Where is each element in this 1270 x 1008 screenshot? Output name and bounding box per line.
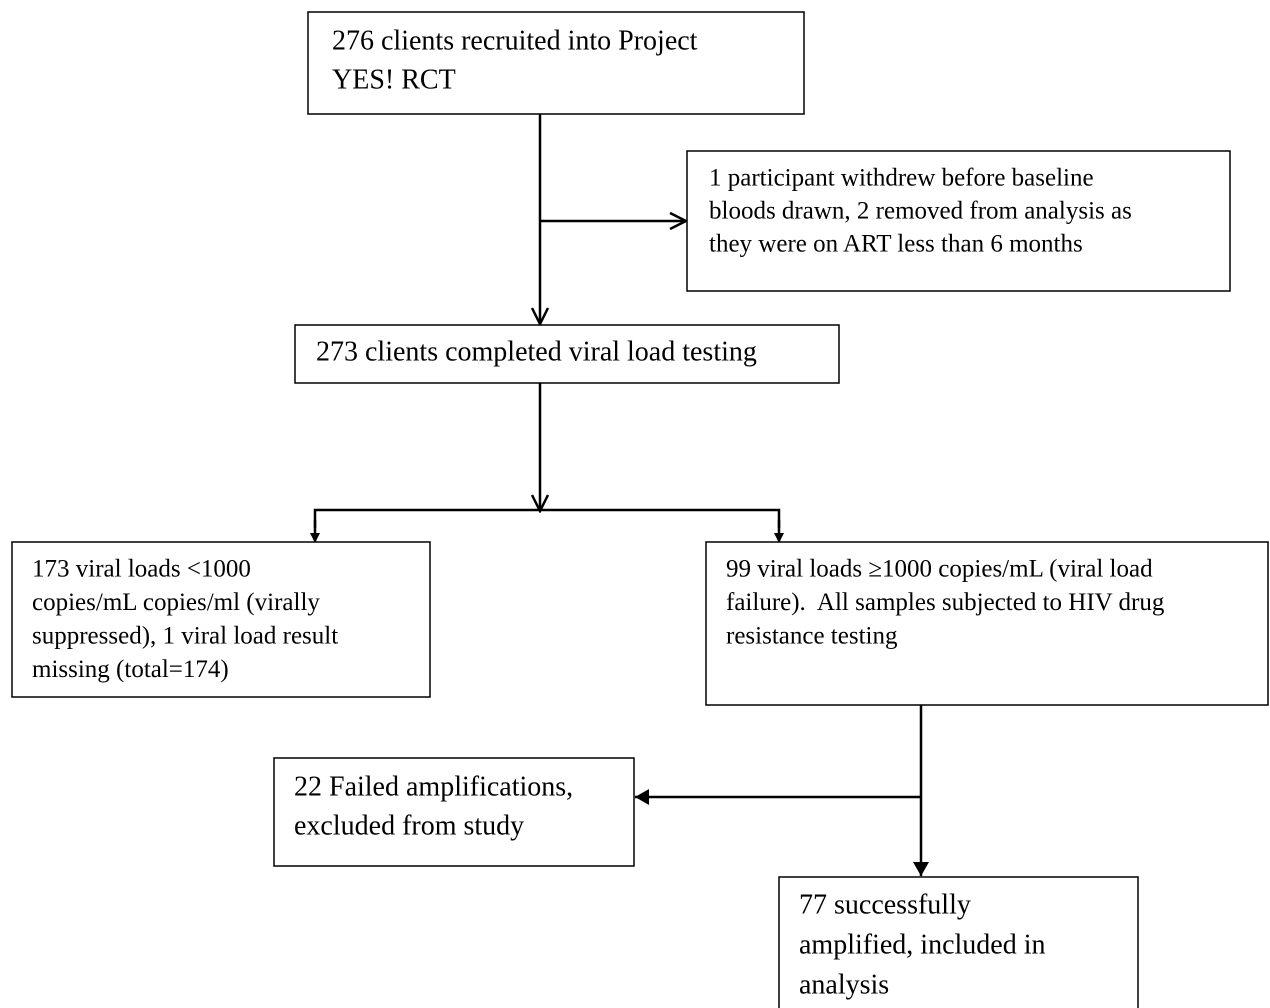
node-box (705, 541, 1269, 706)
node-label: 276 clients recruited into Project (332, 25, 698, 56)
node-box (294, 324, 840, 384)
node-box (273, 757, 635, 867)
node-box (11, 541, 431, 698)
node-box (686, 150, 1231, 292)
node-box (307, 11, 805, 115)
node-label: missing (total=174) (32, 656, 229, 683)
connectors (310, 114, 929, 876)
node-label: YES! RCT (332, 64, 456, 95)
node-label: bloods drawn, 2 removed from analysis as (709, 198, 1132, 225)
node-box (778, 876, 1139, 1008)
node-label: they were on ART less than 6 months (709, 231, 1083, 258)
node-label: resistance testing (726, 623, 898, 650)
node-label: 273 clients completed viral load testing (316, 336, 757, 367)
node-label: 173 viral loads <1000 (32, 556, 251, 583)
node-label: 22 Failed amplifications, (294, 771, 573, 802)
node-label: 1 participant withdrew before baseline (709, 165, 1094, 192)
node-label: analysis (799, 969, 889, 1000)
node-label: excluded from study (294, 810, 524, 841)
node-label: suppressed), 1 viral load result (32, 623, 338, 650)
node-label: 99 viral loads ≥1000 copies/mL (viral lo… (726, 556, 1153, 583)
node-label: 77 successfully (799, 889, 971, 920)
branch-line (313, 508, 781, 528)
node-label: failure). All samples subjected to HIV d… (726, 589, 1165, 616)
node-label: amplified, included in (799, 929, 1046, 960)
node-label: copies/mL copies/ml (virally (32, 589, 320, 616)
